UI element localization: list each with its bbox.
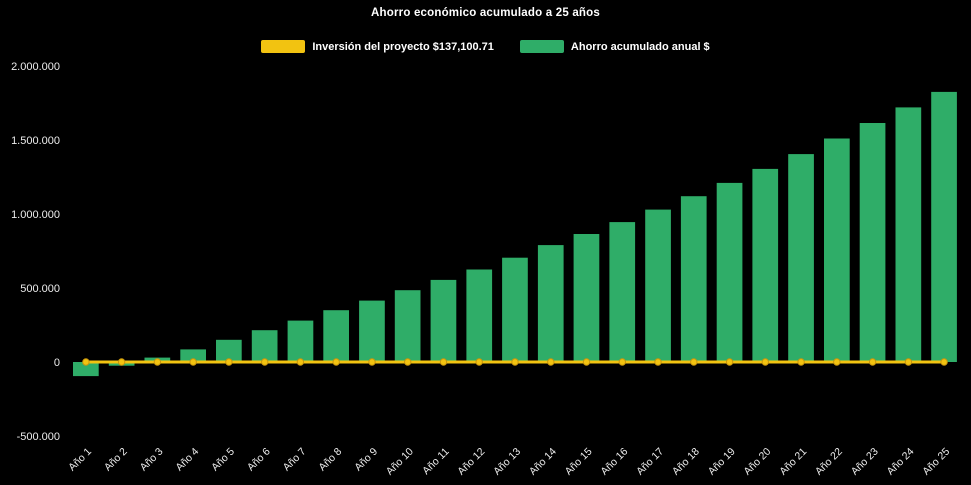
bar-año-7 [287, 320, 314, 362]
bar-año-25 [931, 91, 957, 363]
x-axis-label: Año 17 [634, 446, 666, 478]
bar-año-20 [752, 168, 779, 362]
bar-año-22 [824, 138, 850, 362]
investment-swatch-icon [261, 40, 306, 53]
y-axis-label: 0 [54, 357, 60, 369]
investment-line-marker-icon [725, 358, 734, 366]
investment-line-marker-icon [833, 358, 841, 366]
bar-año-13 [502, 257, 528, 362]
x-axis-label: Año 25 [920, 446, 952, 478]
x-axis-label: Año 7 [281, 446, 309, 474]
x-axis-label: Año 16 [598, 446, 630, 478]
bar-año-18 [680, 196, 707, 362]
investment-line-marker-icon [296, 358, 305, 366]
y-axis-label: 1.000.000 [11, 209, 60, 221]
x-axis-label: Año 18 [670, 446, 702, 478]
x-axis-label: Año 1 [66, 446, 94, 474]
y-axis-label: 1.500.000 [11, 135, 60, 147]
x-axis-label: Año 3 [138, 446, 166, 474]
bar-año-16 [609, 222, 636, 362]
investment-line-marker-icon [82, 358, 90, 366]
investment-line-marker-icon [475, 358, 483, 366]
bar-año-12 [466, 269, 493, 362]
bar-año-19 [716, 182, 743, 362]
investment-line-marker-icon [690, 358, 698, 366]
investment-line-marker-icon [761, 358, 769, 366]
bar-año-4 [180, 349, 206, 362]
bar-año-10 [394, 290, 421, 362]
bar-año-1 [73, 362, 99, 377]
investment-line-marker-icon [368, 358, 376, 366]
x-axis-label: Año 20 [741, 446, 773, 478]
bar-año-9 [359, 300, 385, 362]
savings-swatch-icon [519, 40, 564, 53]
investment-line-marker-icon [654, 358, 662, 366]
bar-año-14 [537, 245, 564, 362]
investment-line-marker-icon [439, 358, 448, 366]
investment-line-marker-icon [225, 358, 233, 366]
investment-line-marker-icon [904, 358, 913, 366]
investment-line-marker-icon [332, 358, 340, 366]
legend-item-investment[interactable]: Inversión del proyecto $137,100.71 [261, 40, 494, 53]
x-axis-label: Año 23 [849, 446, 881, 478]
legend-label-savings: Ahorro acumulado anual $ [570, 40, 710, 53]
bar-año-24 [895, 107, 922, 363]
investment-line-marker-icon [404, 358, 412, 366]
investment-line-marker-icon [117, 358, 126, 366]
x-axis-label: Año 21 [777, 446, 809, 478]
investment-line-marker-icon [582, 358, 591, 366]
investment-line-marker-icon [940, 358, 948, 366]
investment-line-marker-icon [153, 358, 162, 366]
legend: Inversión del proyecto $137,100.71 Ahorr… [0, 40, 971, 53]
x-axis-label: Año 9 [352, 446, 380, 474]
investment-line-marker-icon [797, 358, 805, 366]
investment-line-marker-icon [547, 358, 555, 366]
x-axis-label: Año 2 [102, 446, 130, 474]
x-axis-label: Año 14 [527, 446, 559, 478]
y-axis-label: -500.000 [17, 431, 60, 443]
x-axis-label: Año 6 [245, 446, 273, 474]
x-axis-label: Año 4 [173, 446, 201, 474]
investment-line-marker-icon [189, 358, 197, 366]
bar-año-21 [788, 154, 814, 362]
x-axis-label: Año 8 [316, 446, 344, 474]
bar-año-5 [216, 339, 242, 362]
investment-line-marker-icon [511, 358, 519, 366]
x-axis-label: Año 24 [885, 446, 917, 478]
bar-año-8 [323, 310, 349, 362]
legend-item-savings[interactable]: Ahorro acumulado anual $ [519, 40, 710, 53]
bar-año-23 [859, 123, 886, 362]
x-axis-label: Año 5 [209, 446, 237, 474]
investment-line-marker-icon [618, 358, 626, 366]
y-axis-label: 2.000.000 [11, 61, 60, 73]
investment-line-marker-icon [261, 358, 269, 366]
chart-title: Ahorro económico acumulado a 25 años [371, 7, 600, 19]
bar-año-15 [573, 234, 600, 362]
x-axis-label: Año 13 [491, 446, 523, 478]
x-axis-label: Año 19 [706, 446, 738, 478]
bar-año-6 [251, 330, 278, 362]
x-axis-label: Año 11 [420, 446, 452, 478]
bar-año-11 [430, 279, 457, 362]
investment-line-marker-icon [868, 358, 877, 366]
x-axis-label: Año 22 [813, 446, 845, 478]
x-axis-label: Año 12 [455, 446, 487, 478]
bar-año-17 [645, 209, 671, 362]
legend-label-investment: Inversión del proyecto $137,100.71 [312, 40, 494, 53]
x-axis-label: Año 15 [563, 446, 595, 478]
x-axis-label: Año 10 [384, 446, 416, 478]
y-axis-label: 500.000 [20, 283, 60, 295]
